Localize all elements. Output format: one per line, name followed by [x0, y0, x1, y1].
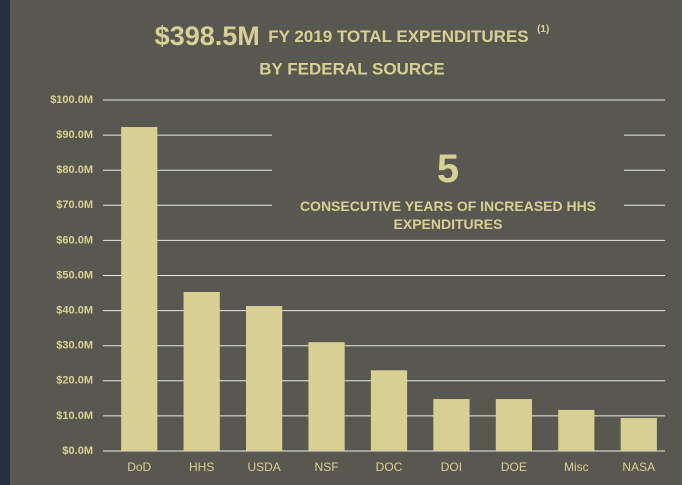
x-tick-label: DoD	[127, 460, 151, 474]
y-tick-label: $60.0M	[56, 234, 93, 246]
bar	[495, 399, 532, 451]
annotation-number: 5	[436, 147, 460, 191]
annotation: 5 CONSECUTIVE YEARS OF INCREASED HHS EXP…	[278, 145, 618, 233]
bar	[370, 370, 408, 451]
x-tick-label: USDA	[247, 460, 280, 474]
x-tick-label: DOE	[501, 460, 527, 474]
title-note: (1)	[537, 24, 549, 35]
bar	[183, 291, 220, 451]
y-tick-label: $100.0M	[50, 94, 93, 106]
y-tick-label: $30.0M	[56, 340, 93, 352]
title-amount: $398.5M	[155, 21, 260, 51]
left-strip	[0, 0, 10, 485]
y-tick-label: $80.0M	[56, 164, 93, 176]
x-tick-label: NASA	[622, 460, 655, 474]
x-tick-label: Misc	[564, 460, 589, 474]
x-tick-label: DOI	[441, 460, 462, 474]
chart-subtitle: BY FEDERAL SOURCE	[259, 59, 444, 78]
y-tick-label: $90.0M	[56, 129, 93, 141]
annotation-panel	[272, 122, 624, 218]
bar	[246, 306, 283, 451]
chart-title: $398.5M FY 2019 TOTAL EXPENDITURES (1)	[155, 21, 550, 51]
y-tick-label: $10.0M	[56, 410, 93, 422]
x-tick-label: NSF	[315, 460, 339, 474]
bar	[433, 399, 470, 451]
y-tick-label: $70.0M	[56, 199, 93, 211]
bar	[558, 409, 595, 451]
y-tick-label: $20.0M	[56, 375, 93, 387]
annotation-text: CONSECUTIVE YEARS OF INCREASED HHS EXPEN…	[299, 198, 597, 232]
y-tick-label: $0.0M	[62, 445, 93, 457]
bar	[308, 342, 345, 451]
y-tick-label: $40.0M	[56, 305, 93, 317]
bar	[620, 418, 657, 451]
x-tick-label: DOC	[376, 460, 403, 474]
x-tick-label: HHS	[189, 460, 214, 474]
y-tick-label: $50.0M	[56, 269, 93, 281]
title-text: FY 2019 TOTAL EXPENDITURES	[268, 27, 528, 46]
bar	[121, 127, 158, 451]
